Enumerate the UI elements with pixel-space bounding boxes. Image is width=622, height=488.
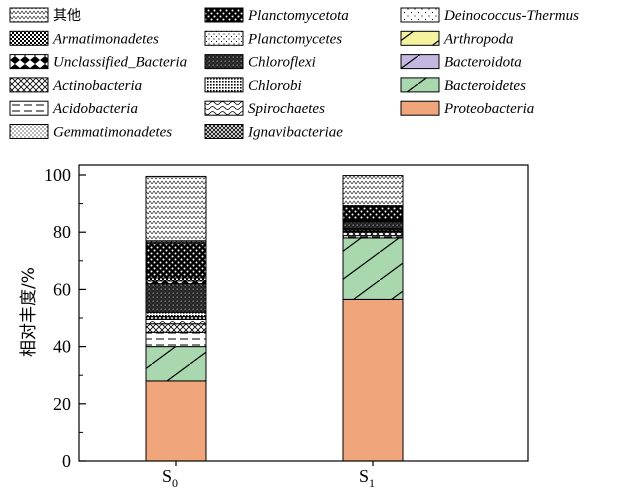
legend-item-spirochaetes: Spirochaetes [204,100,325,117]
y-tick-label: 60 [53,279,71,299]
bar-segment-proteobacteria-s0 [145,380,207,462]
bar-segment-chloroflexi-s1 [342,221,404,230]
legend-item-acidobacteria: Acidobacteria [9,100,138,117]
y-tick-label: 0 [62,451,71,471]
legend-item-ignavibacteriae: Ignavibacteriae [204,124,343,141]
legend-label: Proteobacteria [443,101,534,117]
legend-item-chloroflexi: Chloroflexi [204,54,316,71]
y-tick-label: 20 [53,394,71,414]
legend-label: Gemmatimonadetes [53,125,172,141]
plot-frame [78,164,529,462]
legend-label: Bacteroidetes [444,78,526,94]
legend-item-other: 其他 [9,7,81,24]
legend-item-proteobacteria: Proteobacteria [400,100,534,117]
y-axis-ticks: 0 20 40 60 80 100 [44,165,86,471]
legend-item-planctomycetes: Planctomycetes [204,30,342,47]
legend-item-planctomycetota: Planctomycetota [204,7,349,24]
legend-label: Bacteroidota [444,55,522,71]
bar-segment-planctomycetota-s1 [342,206,404,221]
legend-item-bacteroidota: Bacteroidota [400,54,522,71]
legend-item-armatimonadetes: Armatimonadetes [9,30,159,47]
y-tick-label: 40 [53,337,71,357]
legend-item-unclassified-bacteria: Unclassified_Bacteria [9,54,187,71]
bar-segment-spirochaetes-s0 [145,318,207,325]
legend-label: Planctomycetota [247,8,349,24]
bar-segment-chlorobi-s0 [145,311,207,318]
legend-item-actinobacteria: Actinobacteria [9,77,142,94]
bars [145,175,404,462]
bar-segment-other-s1 [342,175,404,207]
bar-segment-other-s0 [145,175,207,242]
legend-item-deinococcus-thermus: Deinococcus-Thermus [400,7,579,24]
legend-label: Actinobacteria [52,78,142,94]
bar-segment-planctomycetota-s0 [145,243,207,279]
legend-label: Spirochaetes [248,101,325,117]
y-tick-label: 100 [44,165,71,185]
bar-segment-proteobacteria-s1 [342,298,404,462]
legend-label: Chloroflexi [248,55,316,71]
legend-label: Unclassified_Bacteria [53,55,187,71]
legend-item-gemmatimonadetes: Gemmatimonadetes [9,124,172,141]
legend-label: Deinococcus-Thermus [443,8,579,24]
legend-item-arthropoda: Arthropoda [400,30,513,47]
bar-segment-actinobacteria-s0 [145,323,207,333]
legend-label: Chlorobi [248,78,302,94]
legend-item-chlorobi: Chlorobi [204,77,302,94]
legend-label: 其他 [53,8,81,24]
legend-label: Armatimonadetes [52,31,159,47]
bar-segment-chloroflexi-s0 [145,283,207,313]
x-category-label: S0 [162,466,178,488]
x-axis-categories: S0 S1 [162,461,375,488]
bar-segment-acidobacteria-s0 [145,331,207,348]
bar-segment-bacteroidetes-s1 [342,237,404,300]
legend-swatch [401,101,439,116]
y-tick-label: 80 [53,222,71,242]
bar-segment-bacteroidetes-s0 [145,346,207,382]
legend-label: Ignavibacteriae [247,125,343,141]
legend-label: Planctomycetes [247,31,342,47]
axes: 0 20 40 60 80 100 S0 S1 相对丰度/% [19,164,529,488]
x-category-label: S1 [359,466,375,488]
legend: 其他 Planctomycetota Deinococcus-Thermus Arma… [9,7,579,141]
legend-label: Acidobacteria [52,101,138,117]
bar-segment-actinobacteria-s1 [342,231,404,237]
legend-item-bacteroidetes: Bacteroidetes [400,77,526,94]
y-axis-title: 相对丰度/% [19,267,39,357]
legend-label: Arthropoda [443,31,513,47]
